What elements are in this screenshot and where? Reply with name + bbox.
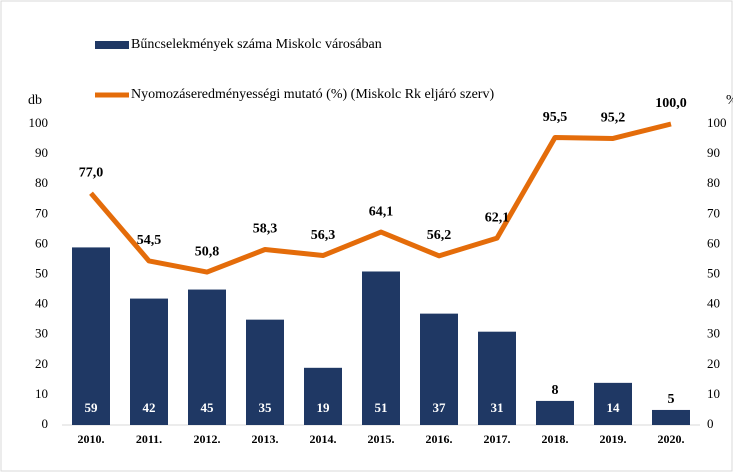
bar — [652, 410, 690, 425]
y-tick-label: 100 — [29, 115, 49, 130]
bar-value-label: 31 — [491, 400, 504, 415]
line-value-label: 62,1 — [485, 210, 510, 225]
bar-value-label: 42 — [143, 400, 156, 415]
bar-value-label: 14 — [607, 400, 621, 415]
bar — [536, 401, 574, 425]
line-value-label: 50,8 — [195, 244, 220, 259]
bar — [304, 368, 342, 425]
y2-tick-label: 80 — [707, 175, 720, 190]
bar-value-label: 37 — [433, 400, 447, 415]
line-value-label: 95,2 — [601, 111, 626, 126]
y-tick-label: 60 — [35, 235, 48, 250]
x-tick-label: 2015. — [368, 432, 395, 446]
line-value-label: 58,3 — [253, 222, 278, 237]
bar-value-label: 59 — [85, 400, 99, 415]
chart: db % 0 10 20 30 40 50 60 70 80 90 100 0 10 20 30 40 50 60… — [0, 0, 733, 472]
x-tick-label: 2016. — [426, 432, 453, 446]
x-tick-label: 2017. — [484, 432, 511, 446]
legend-swatch — [95, 41, 129, 49]
y2-tick-label: 90 — [707, 145, 720, 160]
y2-tick-label: 70 — [707, 205, 720, 220]
y-tick-label: 10 — [35, 386, 48, 401]
y2-tick-label: 40 — [707, 296, 720, 311]
bar-value-label: 45 — [201, 400, 215, 415]
y2-tick-label: 0 — [707, 416, 714, 431]
y-tick-label: 20 — [35, 356, 48, 371]
bar-value-label: 51 — [375, 400, 388, 415]
y2-tick-label: 30 — [707, 326, 720, 341]
line-value-label: 54,5 — [137, 233, 162, 248]
y-tick-label: 30 — [35, 326, 48, 341]
legend-label: Nyomozáseredményességi mutató (%) (Misko… — [131, 87, 494, 102]
y-tick-label: 90 — [35, 145, 48, 160]
y2-tick-label: 100 — [707, 115, 727, 130]
x-tick-label: 2011. — [136, 432, 162, 446]
y-tick-label: 80 — [35, 175, 48, 190]
legend-label: Bűncselekmények száma Miskolc városában — [131, 37, 382, 52]
x-tick-label: 2014. — [310, 432, 337, 446]
x-tick-label: 2013. — [252, 432, 279, 446]
y2-tick-label: 10 — [707, 386, 720, 401]
line-value-label: 77,0 — [79, 165, 104, 180]
y-tick-label: 70 — [35, 205, 48, 220]
bar — [72, 247, 110, 425]
line-value-label: 56,3 — [311, 228, 336, 243]
line-value-label: 100,0 — [655, 96, 687, 111]
y-tick-label: 0 — [42, 416, 49, 431]
x-tick-label: 2010. — [78, 432, 105, 446]
y2-tick-label: 50 — [707, 265, 720, 280]
y2-axis-label: % — [726, 93, 733, 108]
line-value-label: 95,5 — [543, 110, 568, 125]
bar-value-label: 35 — [259, 400, 273, 415]
line-value-label: 64,1 — [369, 204, 394, 219]
x-tick-label: 2020. — [658, 432, 685, 446]
y2-tick-label: 60 — [707, 235, 720, 250]
bar-value-label: 5 — [668, 392, 675, 407]
y-axis-label: db — [28, 93, 42, 108]
y-tick-label: 50 — [35, 265, 48, 280]
y2-tick-label: 20 — [707, 356, 720, 371]
line-value-label: 56,2 — [427, 228, 452, 243]
x-tick-label: 2019. — [600, 432, 627, 446]
x-tick-label: 2012. — [194, 432, 221, 446]
bar-value-label: 19 — [317, 400, 331, 415]
bar-value-label: 8 — [552, 383, 559, 398]
x-tick-label: 2018. — [542, 432, 569, 446]
y-tick-label: 40 — [35, 296, 48, 311]
